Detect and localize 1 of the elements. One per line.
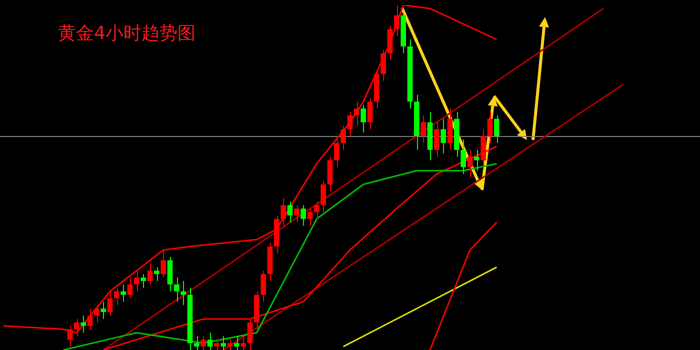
text: 黄金4小时趋势图 [58, 22, 196, 45]
